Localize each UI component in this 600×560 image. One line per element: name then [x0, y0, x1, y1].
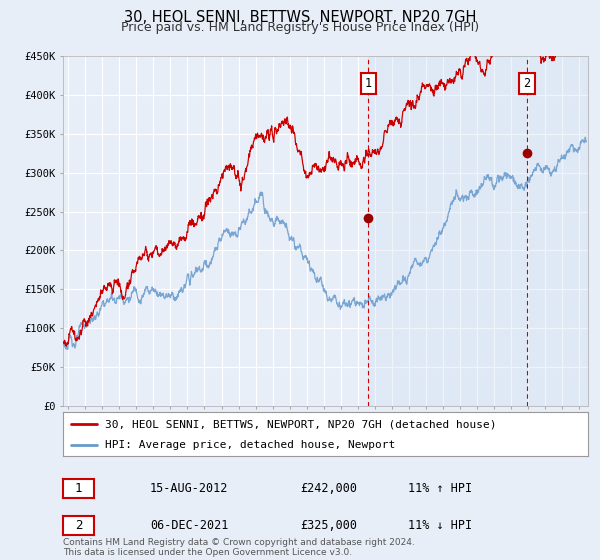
Text: Price paid vs. HM Land Registry's House Price Index (HPI): Price paid vs. HM Land Registry's House … [121, 21, 479, 34]
Bar [368, 56, 588, 406]
Text: 15-AUG-2012: 15-AUG-2012 [150, 482, 229, 495]
Text: 1: 1 [75, 482, 82, 496]
Text: 2: 2 [523, 77, 530, 90]
Text: 11% ↓ HPI: 11% ↓ HPI [408, 519, 472, 532]
Text: 11% ↑ HPI: 11% ↑ HPI [408, 482, 472, 495]
Text: HPI: Average price, detached house, Newport: HPI: Average price, detached house, Newp… [105, 440, 395, 450]
Text: £325,000: £325,000 [300, 519, 357, 532]
Text: £242,000: £242,000 [300, 482, 357, 495]
Text: 2: 2 [75, 519, 82, 533]
Text: 30, HEOL SENNI, BETTWS, NEWPORT, NP20 7GH (detached house): 30, HEOL SENNI, BETTWS, NEWPORT, NP20 7G… [105, 419, 497, 429]
Text: 06-DEC-2021: 06-DEC-2021 [150, 519, 229, 532]
Text: Contains HM Land Registry data © Crown copyright and database right 2024.
This d: Contains HM Land Registry data © Crown c… [63, 538, 415, 557]
Text: 30, HEOL SENNI, BETTWS, NEWPORT, NP20 7GH: 30, HEOL SENNI, BETTWS, NEWPORT, NP20 7G… [124, 10, 476, 25]
Text: 1: 1 [365, 77, 372, 90]
